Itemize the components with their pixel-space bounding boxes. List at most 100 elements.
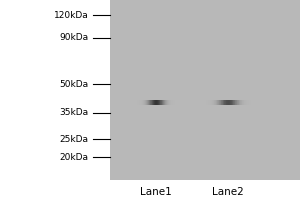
Bar bbox=[231, 100, 232, 105]
Bar bbox=[138, 100, 139, 105]
Bar bbox=[168, 100, 169, 105]
Bar bbox=[142, 100, 143, 105]
Bar bbox=[215, 100, 216, 105]
Bar bbox=[139, 100, 140, 105]
Bar bbox=[234, 100, 235, 105]
Bar bbox=[221, 100, 222, 105]
Bar bbox=[209, 100, 210, 105]
Bar bbox=[229, 100, 230, 105]
Bar bbox=[170, 100, 171, 105]
Bar bbox=[203, 100, 204, 105]
Bar bbox=[210, 100, 211, 105]
Bar bbox=[157, 100, 158, 105]
Bar bbox=[251, 100, 252, 105]
Bar bbox=[228, 100, 229, 105]
Bar bbox=[243, 100, 244, 105]
Bar bbox=[164, 100, 165, 105]
Bar bbox=[208, 100, 209, 105]
Bar bbox=[147, 100, 148, 105]
Bar bbox=[140, 100, 141, 105]
Text: 25kDa: 25kDa bbox=[59, 135, 88, 144]
Bar bbox=[240, 100, 241, 105]
Bar bbox=[161, 100, 162, 105]
Bar bbox=[206, 100, 207, 105]
Bar bbox=[110, 0, 300, 180]
Bar bbox=[238, 100, 239, 105]
Bar bbox=[167, 100, 168, 105]
Bar bbox=[223, 100, 224, 105]
Bar bbox=[149, 100, 150, 105]
Bar bbox=[172, 100, 173, 105]
Bar bbox=[245, 100, 246, 105]
Bar bbox=[222, 100, 223, 105]
Bar bbox=[141, 100, 142, 105]
Bar bbox=[173, 100, 174, 105]
Bar bbox=[143, 100, 144, 105]
Bar bbox=[205, 100, 206, 105]
Bar bbox=[169, 100, 170, 105]
Bar bbox=[150, 100, 151, 105]
Bar bbox=[224, 100, 225, 105]
Bar bbox=[246, 100, 247, 105]
Bar bbox=[244, 100, 245, 105]
Bar bbox=[213, 100, 214, 105]
Bar bbox=[163, 100, 164, 105]
Bar bbox=[217, 100, 218, 105]
Bar bbox=[151, 100, 152, 105]
Bar bbox=[144, 100, 145, 105]
Bar bbox=[226, 100, 227, 105]
Bar bbox=[232, 100, 233, 105]
Bar bbox=[155, 100, 156, 105]
Bar bbox=[230, 100, 231, 105]
Bar bbox=[160, 100, 161, 105]
Bar bbox=[214, 100, 215, 105]
Text: 90kDa: 90kDa bbox=[59, 33, 88, 42]
Bar bbox=[216, 100, 217, 105]
Bar bbox=[176, 100, 177, 105]
Text: Lane1: Lane1 bbox=[140, 187, 172, 197]
Bar bbox=[218, 100, 219, 105]
Bar bbox=[145, 100, 146, 105]
Bar bbox=[250, 100, 251, 105]
Bar bbox=[252, 100, 253, 105]
Bar bbox=[237, 100, 238, 105]
Bar bbox=[137, 100, 138, 105]
Bar bbox=[156, 100, 157, 105]
Bar bbox=[219, 100, 220, 105]
Bar bbox=[162, 100, 163, 105]
Bar bbox=[171, 100, 172, 105]
Bar bbox=[152, 100, 153, 105]
Bar bbox=[207, 100, 208, 105]
Bar bbox=[248, 100, 249, 105]
Bar bbox=[249, 100, 250, 105]
Bar bbox=[253, 100, 254, 105]
Bar bbox=[165, 100, 166, 105]
Bar bbox=[159, 100, 160, 105]
Bar bbox=[235, 100, 236, 105]
Text: 20kDa: 20kDa bbox=[59, 153, 88, 162]
Text: 120kDa: 120kDa bbox=[54, 11, 88, 20]
Bar bbox=[211, 100, 212, 105]
Bar bbox=[241, 100, 242, 105]
Bar bbox=[175, 100, 176, 105]
Bar bbox=[153, 100, 154, 105]
Text: 35kDa: 35kDa bbox=[59, 108, 88, 117]
Bar bbox=[233, 100, 234, 105]
Text: Lane2: Lane2 bbox=[212, 187, 244, 197]
Bar bbox=[227, 100, 228, 105]
Bar bbox=[136, 100, 137, 105]
Text: 50kDa: 50kDa bbox=[59, 80, 88, 89]
Bar bbox=[174, 100, 175, 105]
Bar bbox=[166, 100, 167, 105]
Bar bbox=[225, 100, 226, 105]
Bar bbox=[154, 100, 155, 105]
Bar bbox=[220, 100, 221, 105]
Bar bbox=[146, 100, 147, 105]
Bar bbox=[135, 100, 136, 105]
Bar bbox=[239, 100, 240, 105]
Bar bbox=[212, 100, 213, 105]
Bar bbox=[236, 100, 237, 105]
Bar bbox=[204, 100, 205, 105]
Bar bbox=[148, 100, 149, 105]
Bar bbox=[242, 100, 243, 105]
